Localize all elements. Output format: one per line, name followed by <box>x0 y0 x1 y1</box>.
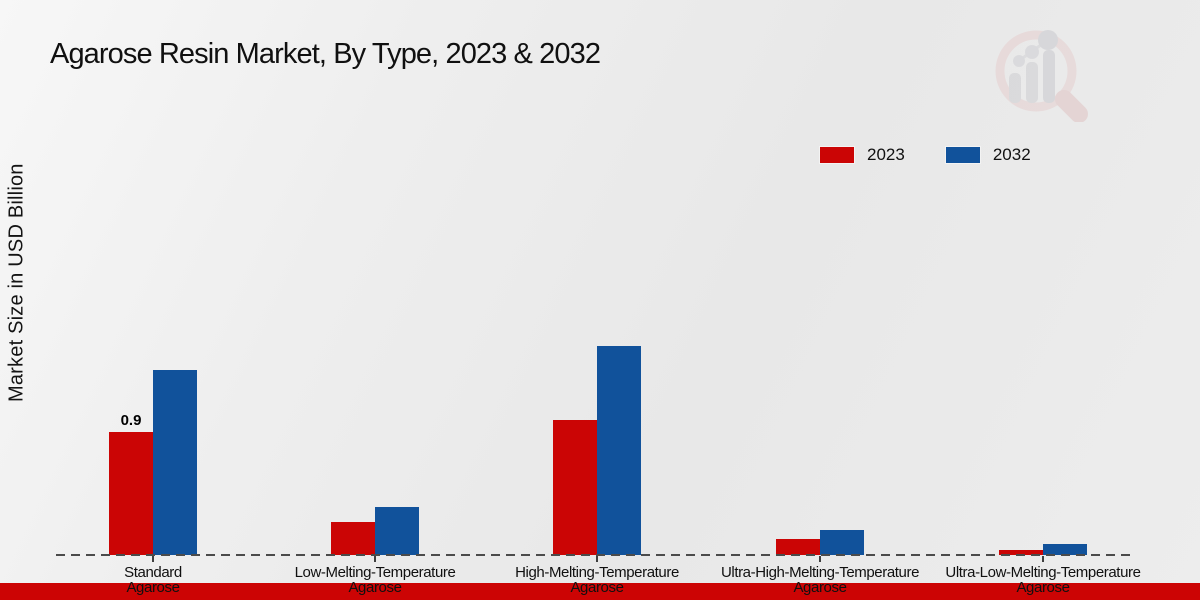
category-label-line2: Agarose <box>348 579 402 596</box>
x-axis-tick-0 <box>152 556 154 562</box>
x-axis-tick-4 <box>1042 556 1044 562</box>
bar-2023-3 <box>776 539 820 555</box>
chart-title: Agarose Resin Market, By Type, 2023 & 20… <box>50 38 601 70</box>
magnifier-bar-chart-logo-icon <box>995 30 1088 122</box>
category-label-line1: Low-Melting-Temperature <box>294 564 456 581</box>
x-axis-tick-2 <box>596 556 598 562</box>
footer-accent-bar <box>0 583 1200 600</box>
magnifier-handle <box>1055 90 1088 122</box>
bar-2032-0 <box>153 370 197 555</box>
category-label-line2: Agarose <box>126 579 180 596</box>
category-label-2: High-Melting-Temperature Agarose <box>482 565 712 595</box>
category-label-line1: Standard <box>124 564 182 581</box>
category-label-line1: Ultra-High-Melting-Temperature <box>720 564 920 581</box>
category-label-0: Standard Agarose <box>38 565 268 595</box>
bar-2023-1 <box>331 522 375 555</box>
category-label-4: Ultra-Low-Melting-Temperature Agarose <box>928 565 1158 595</box>
legend-swatch-2032 <box>944 146 981 164</box>
category-label-line2: Agarose <box>570 579 624 596</box>
logo-bar-large <box>1043 50 1055 103</box>
logo-dot-small <box>1013 55 1025 67</box>
category-label-line1: Ultra-Low-Melting-Temperature <box>945 564 1141 581</box>
x-axis-tick-3 <box>819 556 821 562</box>
x-axis-tick-1 <box>374 556 376 562</box>
category-label-3: Ultra-High-Melting-Temperature Agarose <box>705 565 935 595</box>
bar-2032-1 <box>375 507 419 555</box>
logo-bar-small <box>1009 73 1021 103</box>
legend-label-2023: 2023 <box>867 145 905 164</box>
bar-value-2023-0: 0.9 <box>120 412 142 429</box>
bar-2032-4 <box>1043 544 1087 555</box>
category-label-line2: Agarose <box>1016 579 1070 596</box>
bar-2032-3 <box>820 530 864 555</box>
category-label-line2: Agarose <box>793 579 847 596</box>
magnifier-ring <box>995 30 1077 112</box>
y-axis-label: Market Size in USD Billion <box>5 163 28 402</box>
category-label-1: Low-Melting-Temperature Agarose <box>260 565 490 595</box>
bar-2023-0 <box>109 432 153 555</box>
x-axis-baseline <box>56 554 1136 556</box>
legend-label-2032: 2032 <box>992 145 1031 164</box>
bar-2032-2 <box>597 346 641 555</box>
bar-2023-4 <box>999 550 1043 555</box>
legend-item-2032: 2032 <box>944 145 1031 165</box>
legend-item-2023: 2023 <box>819 145 905 165</box>
legend: 2023 2032 <box>819 145 1031 165</box>
logo-bar-medium <box>1026 62 1038 103</box>
logo-dot-medium <box>1025 45 1039 59</box>
logo-dot-large <box>1038 30 1058 50</box>
legend-swatch-2023 <box>819 146 855 164</box>
category-label-line1: High-Melting-Temperature <box>515 564 679 581</box>
bar-2023-2 <box>553 420 597 555</box>
